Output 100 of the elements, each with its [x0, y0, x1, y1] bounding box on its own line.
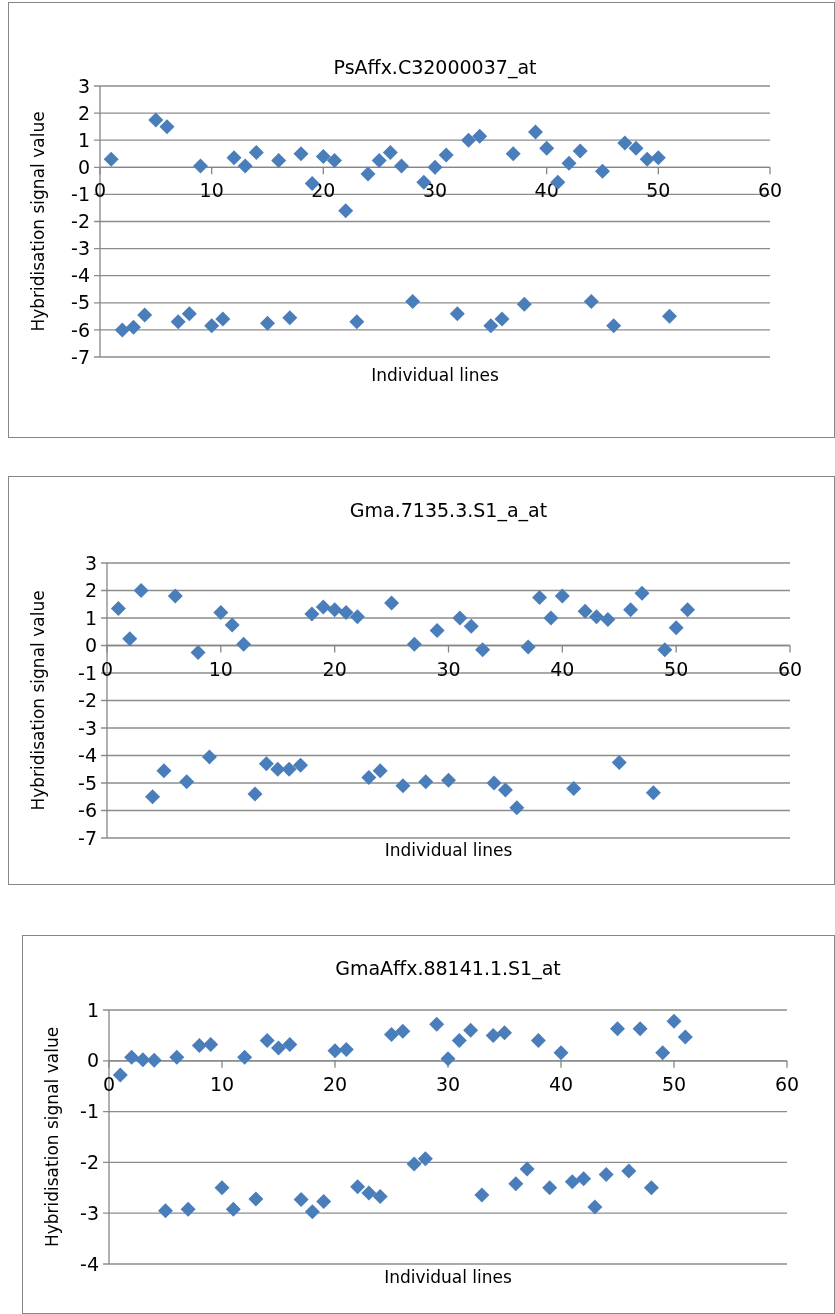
point [639, 151, 655, 167]
y-tick-label: -5 [78, 771, 97, 794]
x-tick-label: 50 [664, 657, 689, 680]
point [327, 602, 343, 618]
chart-title: PsAffx.C32000037_at [333, 56, 537, 79]
y-tick-label: -2 [78, 689, 97, 712]
point [429, 1016, 445, 1032]
point [338, 605, 354, 620]
point [236, 636, 252, 652]
point [532, 589, 548, 605]
point [461, 132, 476, 148]
point [214, 1180, 230, 1196]
y-tick-label: -6 [71, 318, 90, 341]
point [315, 148, 331, 164]
y-tick-label: -3 [78, 716, 97, 739]
point [180, 1201, 196, 1217]
point [327, 1043, 343, 1059]
point [405, 293, 421, 309]
point [315, 599, 331, 615]
y-tick-label: -4 [78, 744, 97, 767]
point [418, 774, 434, 790]
point [237, 1049, 253, 1065]
point [384, 595, 400, 611]
point [483, 318, 499, 334]
point [452, 610, 468, 626]
point [260, 315, 275, 331]
x-tick-label: 0 [102, 1072, 116, 1095]
point [114, 322, 130, 338]
point [634, 585, 650, 601]
x-tick-label: 40 [550, 657, 575, 680]
y-tick-label: -4 [71, 264, 90, 287]
point [271, 153, 287, 169]
x-tick-label: 30 [436, 657, 461, 680]
point [539, 140, 555, 156]
point [623, 602, 639, 618]
point [617, 135, 633, 151]
x-tick-label: 60 [777, 657, 803, 680]
y-tick-label: 0 [86, 1049, 99, 1072]
y-tick-label: -1 [71, 183, 90, 206]
point [372, 1188, 388, 1204]
point [293, 146, 309, 162]
point [237, 158, 253, 174]
point [137, 307, 153, 323]
y-tick-label: -3 [80, 1201, 99, 1224]
point [394, 158, 409, 174]
x-tick-label: 50 [661, 1072, 687, 1095]
point [133, 583, 149, 598]
point [576, 1171, 592, 1187]
point [270, 761, 286, 777]
point [148, 112, 164, 128]
point [258, 756, 274, 772]
point [361, 770, 377, 785]
y-tick-label: -1 [78, 661, 97, 684]
point [327, 153, 342, 169]
point [361, 1185, 377, 1201]
y-tick-label: 1 [86, 998, 99, 1021]
point [628, 140, 644, 156]
y-axis-title: Hybridisation signal value [28, 590, 48, 811]
point [225, 1201, 241, 1217]
chart-title: GmaAffx.88141.1.S1_at [335, 957, 561, 980]
x-axis-title: Individual lines [384, 1267, 513, 1287]
point [530, 1032, 546, 1048]
y-axis-title: Hybridisation signal value [28, 111, 48, 332]
y-tick-label: -6 [78, 799, 97, 822]
point [338, 203, 354, 219]
point [668, 620, 684, 636]
point [281, 761, 297, 777]
point [542, 1180, 558, 1196]
y-tick-label: -5 [71, 291, 90, 314]
point [440, 1051, 456, 1067]
x-tick-label: 50 [646, 179, 671, 202]
point [371, 153, 387, 169]
x-axis-title: Individual lines [384, 840, 513, 860]
point [247, 786, 263, 802]
point [520, 639, 536, 655]
point [170, 314, 186, 330]
point [382, 144, 398, 160]
point [621, 1163, 637, 1179]
point [395, 778, 411, 794]
point [566, 781, 582, 796]
point [110, 600, 126, 616]
y-axis-title: Hybridisation signal value [42, 1026, 62, 1248]
point [657, 642, 673, 658]
point [304, 606, 320, 622]
point [191, 1038, 207, 1054]
point [429, 622, 445, 638]
point [472, 128, 488, 144]
point [680, 602, 696, 618]
point [103, 151, 119, 167]
point [583, 293, 599, 309]
point [338, 1042, 354, 1058]
y-tick-label: -7 [78, 826, 97, 849]
x-tick-label: 0 [100, 657, 114, 680]
y-tick-label: -7 [71, 345, 90, 368]
y-tick-label: 3 [77, 74, 90, 97]
point [553, 1045, 569, 1061]
point [564, 1174, 580, 1190]
x-tick-label: 10 [208, 657, 233, 680]
point [126, 319, 141, 335]
point [610, 1021, 625, 1037]
